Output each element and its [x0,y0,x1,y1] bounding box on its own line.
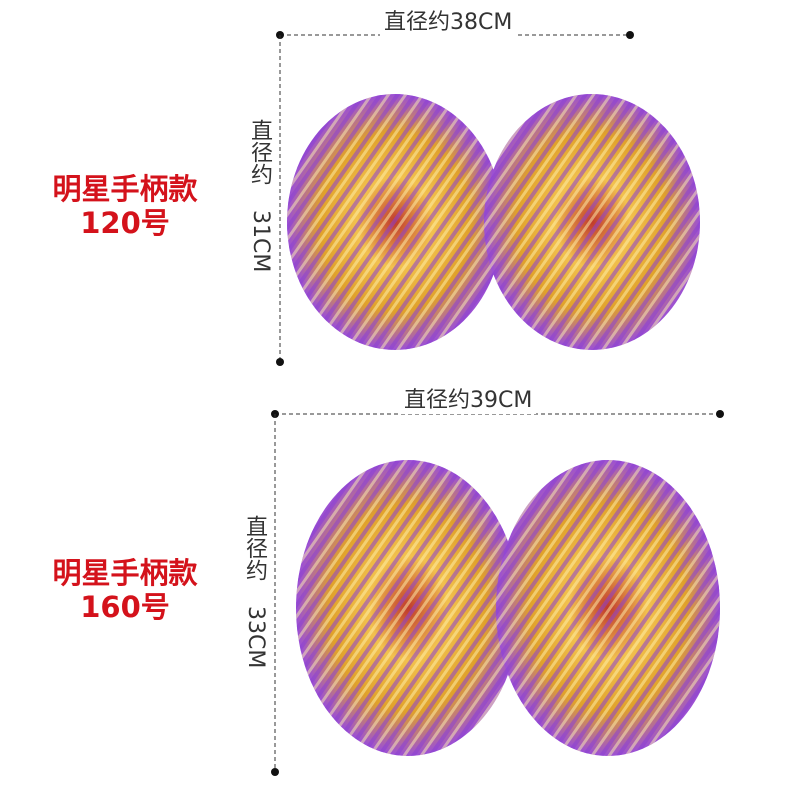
top-height-end-bottom [276,358,284,366]
top-height-label: 直径约 31CM [247,116,273,272]
top-pompom-pair [287,94,700,350]
top-width-label: 直径约38CM [380,4,517,36]
bottom-product-name: 明星手柄款 [52,556,198,590]
bottom-height-label-text: 直径约 [242,515,267,581]
bottom-height-label: 直径约 33CM [242,512,268,668]
bottom-product-size-code: 160号 [80,590,170,624]
bottom-height-label-value: 33CM [243,606,268,669]
top-product-name: 明星手柄款 [52,172,198,206]
bottom-product-label: 明星手柄款 160号 [10,556,240,624]
bottom-pompom-pair [296,460,720,756]
bottom-width-end-right [716,410,724,418]
top-product-label: 明星手柄款 120号 [10,172,240,240]
top-height-label-value: 31CM [248,210,273,273]
top-height-label-text: 直径约 [247,119,272,185]
bottom-height-end-bottom [271,768,279,776]
top-product-size-code: 120号 [80,206,170,240]
top-width-end-right [626,31,634,39]
bottom-width-label: 直径约39CM [400,382,537,414]
